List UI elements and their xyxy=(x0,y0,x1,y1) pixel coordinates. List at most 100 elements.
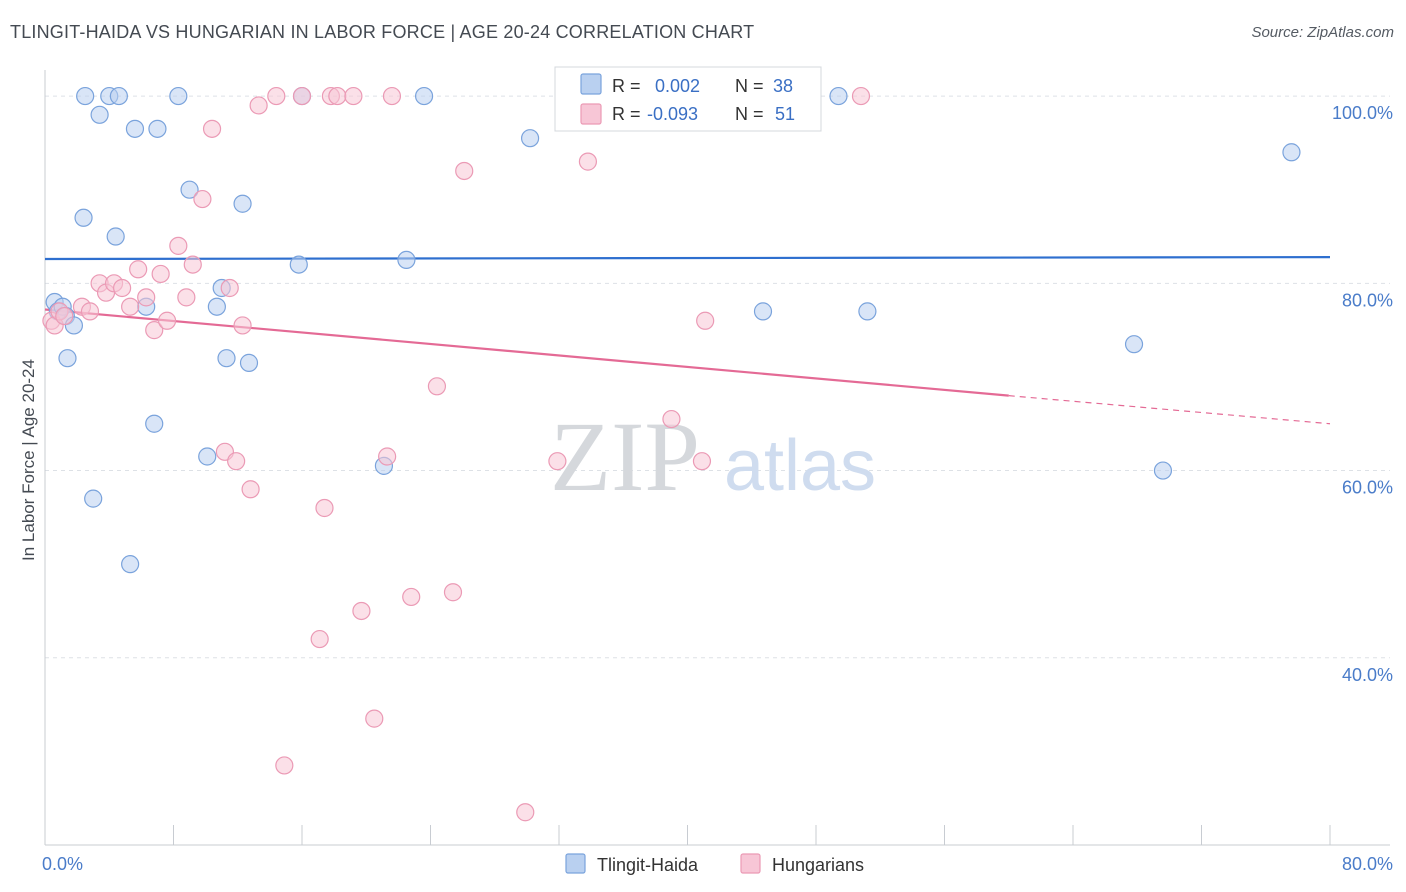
data-point xyxy=(227,452,246,471)
data-point xyxy=(145,321,164,340)
watermark: ZIP atlas xyxy=(550,401,876,512)
y-tick-label: 100.0% xyxy=(1332,103,1393,123)
trendline-dashed-1 xyxy=(1008,395,1331,425)
data-point xyxy=(233,316,252,335)
data-point xyxy=(520,129,540,148)
data-point xyxy=(267,86,286,106)
data-point xyxy=(378,447,397,466)
axes xyxy=(44,70,1390,846)
data-point xyxy=(207,297,226,316)
legend-r-value-2: -0.093 xyxy=(647,104,698,124)
legend-r-value-1: 0.002 xyxy=(655,76,700,96)
legend-n-value-1: 38 xyxy=(773,76,793,96)
data-point xyxy=(80,302,100,321)
data-point xyxy=(74,208,93,227)
data-point xyxy=(109,86,128,106)
data-point xyxy=(310,629,329,649)
data-point xyxy=(183,255,202,274)
data-point xyxy=(851,86,871,106)
legend-box: R = 0.002 N = 38 R = -0.093 N = 51 xyxy=(554,66,822,132)
data-point xyxy=(397,250,416,270)
data-point xyxy=(696,311,715,330)
y-tick-label: 80.0% xyxy=(1342,290,1393,310)
data-point xyxy=(352,601,371,621)
legend-r-label-2: R = xyxy=(612,104,641,124)
data-point xyxy=(578,152,598,171)
x-tick-label: 80.0% xyxy=(1342,854,1393,874)
data-point xyxy=(858,302,877,321)
data-point xyxy=(217,349,236,368)
data-point xyxy=(548,452,567,471)
data-point xyxy=(157,311,177,330)
data-point xyxy=(129,260,148,279)
x-tick-labels: 0.0% 80.0% xyxy=(42,854,1393,874)
data-point xyxy=(414,86,434,106)
chart-title: TLINGIT-HAIDA VS HUNGARIAN IN LABOR FORC… xyxy=(10,22,755,42)
data-point xyxy=(145,414,164,433)
data-point xyxy=(193,189,212,209)
data-point xyxy=(112,278,132,298)
data-point xyxy=(137,288,156,307)
legend-swatch-pink xyxy=(580,103,602,125)
data-point xyxy=(220,278,239,298)
data-point xyxy=(829,86,848,106)
data-point xyxy=(328,86,347,106)
data-point xyxy=(239,353,259,372)
bottom-legend-label-2: Hungarians xyxy=(772,855,864,875)
trendline-1 xyxy=(44,308,1009,397)
data-point xyxy=(1282,143,1301,162)
data-point xyxy=(106,227,125,246)
bottom-legend-label-1: Tlingit-Haida xyxy=(597,855,699,875)
data-point xyxy=(443,583,463,602)
data-point xyxy=(180,180,199,199)
grid xyxy=(45,95,1390,659)
data-point xyxy=(292,86,312,106)
data-point xyxy=(121,297,140,316)
data-point xyxy=(275,756,294,775)
data-point xyxy=(382,86,402,106)
data-point xyxy=(427,377,447,396)
data-point xyxy=(55,306,74,326)
bottom-legend-swatch-blue xyxy=(565,853,586,874)
legend-n-label-1: N = xyxy=(735,76,764,96)
data-point xyxy=(241,480,260,499)
trendline-0 xyxy=(44,256,1331,261)
data-point xyxy=(753,302,773,321)
data-point xyxy=(84,489,103,508)
source-label: Source: ZipAtlas.com xyxy=(1251,24,1394,41)
data-point xyxy=(90,105,109,124)
data-point xyxy=(76,86,95,106)
data-point xyxy=(151,264,170,284)
y-axis-label: In Labor Force | Age 20-24 xyxy=(19,359,38,561)
data-point xyxy=(344,86,363,106)
data-point xyxy=(233,194,252,213)
legend-n-label-2: N = xyxy=(735,104,764,124)
data-point xyxy=(516,803,535,822)
trendlines xyxy=(44,256,1331,425)
data-point xyxy=(692,452,712,471)
data-point xyxy=(315,498,334,518)
data-point xyxy=(365,709,384,728)
data-point xyxy=(402,587,421,607)
legend-swatch-blue xyxy=(580,73,602,95)
data-point xyxy=(58,349,77,368)
y-tick-label: 40.0% xyxy=(1342,665,1393,685)
y-tick-labels: 40.0% 60.0% 80.0% 100.0% xyxy=(1332,103,1393,685)
data-point xyxy=(169,86,188,106)
data-point xyxy=(169,236,188,255)
data-point xyxy=(662,409,681,429)
data-point xyxy=(125,119,145,138)
data-point xyxy=(121,555,140,574)
data-point xyxy=(1124,335,1144,354)
y-tick-label: 60.0% xyxy=(1342,478,1393,498)
data-point xyxy=(455,161,474,181)
data-point xyxy=(198,447,217,466)
legend-n-value-2: 51 xyxy=(775,104,795,124)
data-point xyxy=(202,119,222,138)
data-point xyxy=(289,255,308,274)
data-point xyxy=(177,288,196,307)
bottom-legend: Tlingit-Haida Hungarians xyxy=(565,853,864,875)
data-point xyxy=(148,119,167,138)
data-point xyxy=(249,96,268,115)
